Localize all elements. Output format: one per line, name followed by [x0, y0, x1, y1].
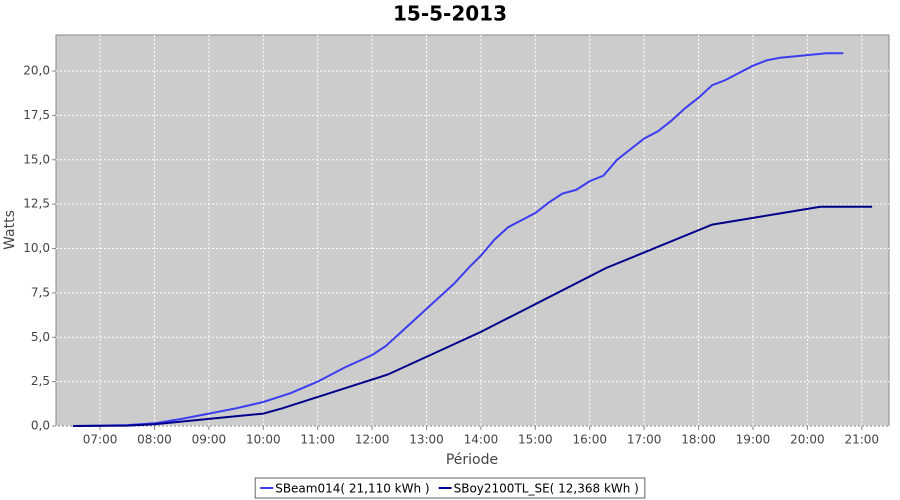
- y-tick-label: 17,5: [23, 108, 50, 122]
- x-tick-label: 11:00: [300, 433, 335, 447]
- y-tick-label: 0,0: [31, 419, 50, 433]
- y-axis-label: Watts: [2, 210, 18, 250]
- y-tick-label: 12,5: [23, 197, 50, 211]
- x-tick-label: 21:00: [844, 433, 879, 447]
- x-tick-label: 16:00: [572, 433, 607, 447]
- x-tick-label: 13:00: [409, 433, 444, 447]
- x-tick-label: 12:00: [355, 433, 390, 447]
- y-tick-label: 7,5: [31, 285, 50, 299]
- x-tick-label: 08:00: [137, 433, 172, 447]
- series-line: [72, 52, 844, 427]
- x-tick-label: 07:00: [83, 433, 118, 447]
- series-line: [72, 205, 873, 427]
- chart-title: 15-5-2013: [393, 2, 507, 26]
- x-tick-label: 14:00: [464, 433, 499, 447]
- x-tick-label: 17:00: [627, 433, 662, 447]
- x-tick-label: 15:00: [518, 433, 553, 447]
- x-tick-label: 20:00: [790, 433, 825, 447]
- plot-area: [55, 34, 890, 427]
- y-tick-label: 10,0: [23, 241, 50, 255]
- x-axis-label: Période: [446, 452, 498, 468]
- y-tick-label: 5,0: [31, 330, 50, 344]
- y-tick-label: 2,5: [31, 374, 50, 388]
- y-tick-label: 15,0: [23, 152, 50, 166]
- x-tick-label: 18:00: [681, 433, 716, 447]
- y-tick-label: 20,0: [23, 64, 50, 78]
- legend: SBeam014( 21,110 kWh ) SBoy2100TL_SE( 12,…: [254, 477, 646, 499]
- x-tick-label: 09:00: [192, 433, 227, 447]
- x-tick-label: 19:00: [736, 433, 771, 447]
- x-tick-label: 10:00: [246, 433, 281, 447]
- legend-label: SBoy2100TL_SE( 12,368 kWh ): [454, 482, 639, 496]
- legend-label: SBeam014( 21,110 kWh ): [275, 482, 429, 496]
